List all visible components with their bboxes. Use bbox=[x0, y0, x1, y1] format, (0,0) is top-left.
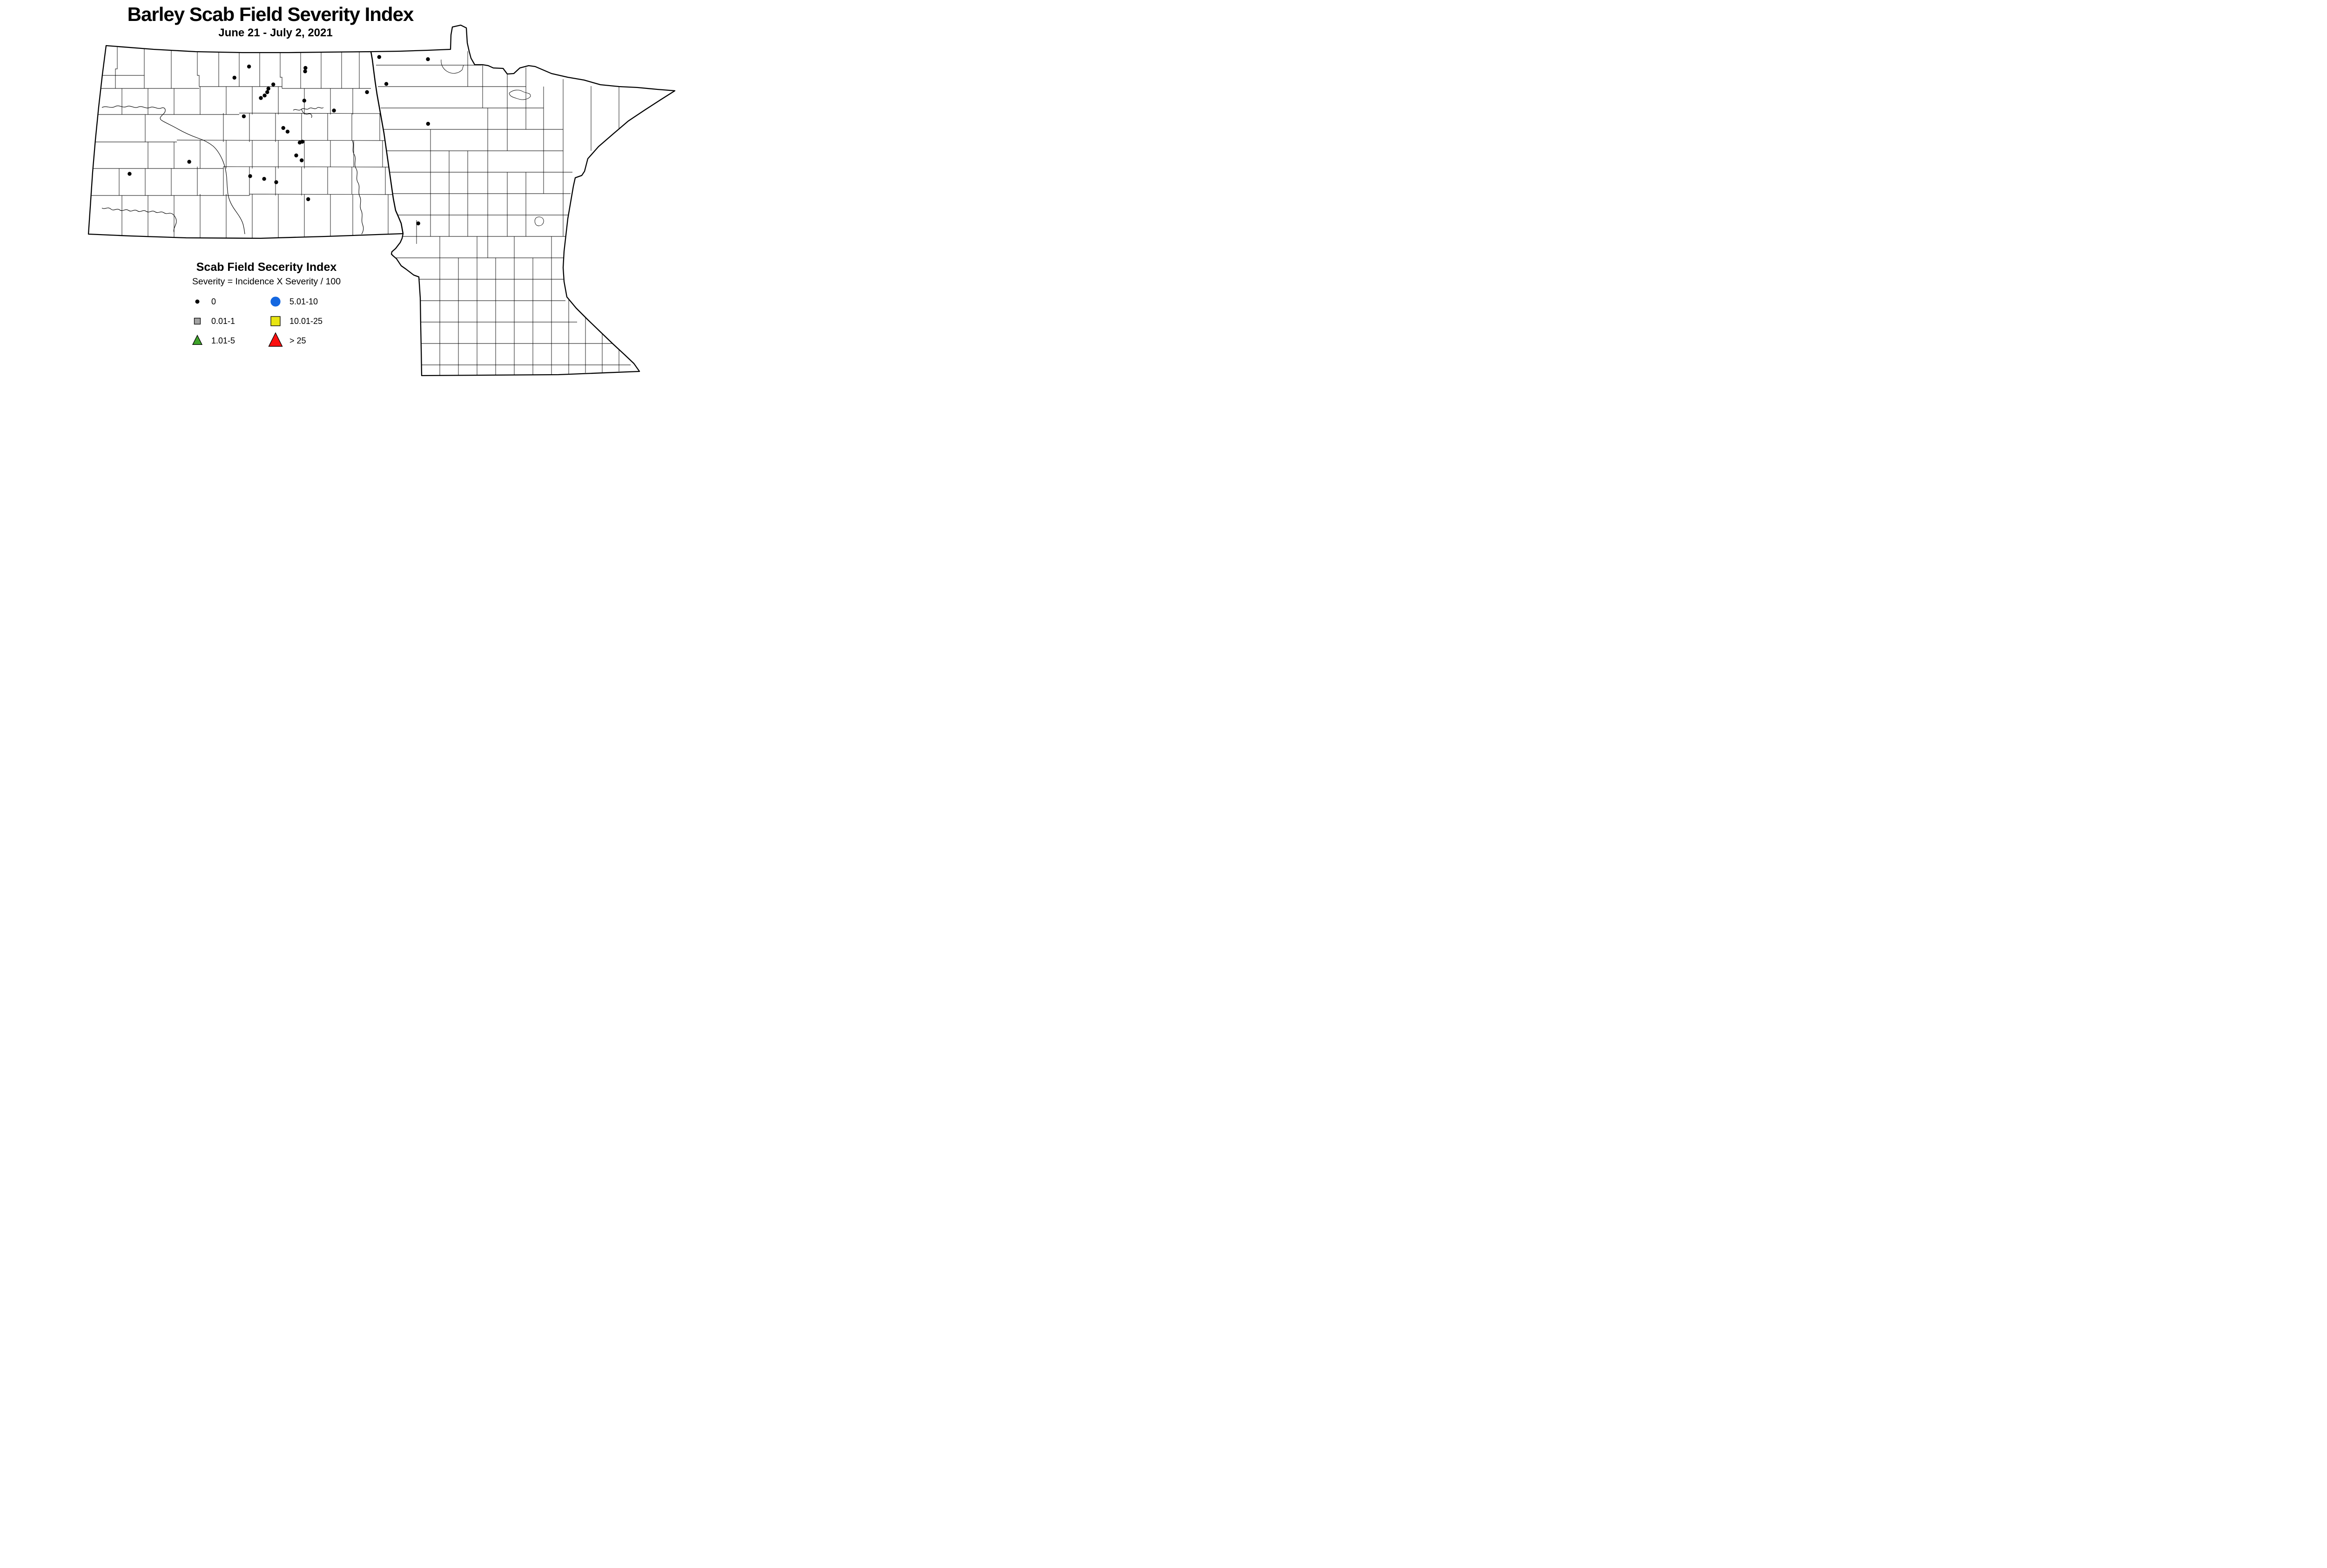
survey-point-dot bbox=[306, 197, 310, 202]
survey-point-dot bbox=[303, 69, 307, 74]
minnesota-county-lines bbox=[376, 51, 631, 376]
legend-label: 10.01-25 bbox=[289, 316, 323, 326]
survey-point-dot bbox=[128, 172, 132, 176]
legend-formula: Severity = Incidence X Severity / 100 bbox=[192, 276, 341, 287]
legend-label: > 25 bbox=[289, 336, 306, 345]
legend-label: 5.01-10 bbox=[289, 296, 318, 306]
legend-marker-circle-icon bbox=[270, 296, 281, 307]
page: Barley Scab Field Severity Index June 21… bbox=[0, 0, 730, 381]
legend-marker bbox=[189, 331, 206, 350]
legend: Scab Field Secerity Index Severity = Inc… bbox=[186, 261, 354, 350]
legend-marker-triangle-icon bbox=[268, 332, 283, 347]
legend-marker-triangle-icon bbox=[192, 334, 203, 345]
legend-marker-square-icon bbox=[194, 317, 201, 325]
survey-point-dot bbox=[294, 153, 298, 158]
legend-label: 0.01-1 bbox=[211, 316, 235, 326]
legend-item--25: > 25 bbox=[267, 331, 354, 350]
survey-point-dot bbox=[262, 94, 267, 98]
survey-point-dot bbox=[242, 114, 246, 119]
legend-item-1-01-5: 1.01-5 bbox=[189, 331, 267, 350]
map-canvas bbox=[87, 24, 676, 377]
survey-point-dot bbox=[232, 75, 236, 80]
north-dakota-water-lines bbox=[101, 105, 364, 235]
legend-marker-dot-icon bbox=[195, 299, 200, 304]
north-dakota-county-lines bbox=[91, 47, 395, 238]
survey-points-layer bbox=[128, 55, 430, 226]
survey-point-dot bbox=[247, 64, 251, 69]
survey-point-dot bbox=[285, 129, 290, 134]
legend-items: 0 0.01-1 1.01-5 5.01-10 10.01-25 > 25 bbox=[186, 292, 354, 350]
survey-point-dot bbox=[365, 90, 369, 94]
survey-point-dot bbox=[384, 82, 389, 86]
minnesota-outline bbox=[370, 24, 676, 377]
legend-label: 1.01-5 bbox=[211, 336, 235, 345]
legend-item-5-01-10: 5.01-10 bbox=[267, 292, 354, 311]
survey-point-dot bbox=[416, 221, 420, 226]
survey-point-dot bbox=[300, 158, 304, 162]
survey-point-dot bbox=[266, 87, 270, 91]
survey-point-dot bbox=[274, 180, 278, 184]
legend-marker bbox=[189, 312, 206, 330]
legend-marker bbox=[189, 292, 206, 311]
survey-point-dot bbox=[262, 177, 266, 181]
survey-point-dot bbox=[281, 126, 285, 130]
survey-point-dot bbox=[265, 90, 269, 94]
legend-marker bbox=[267, 331, 284, 350]
survey-point-dot bbox=[248, 174, 252, 178]
legend-marker-square-icon bbox=[270, 316, 281, 326]
legend-marker bbox=[267, 292, 284, 311]
survey-point-dot bbox=[302, 99, 306, 103]
legend-marker bbox=[267, 312, 284, 330]
survey-point-dot bbox=[332, 108, 336, 113]
legend-item-0-01-1: 0.01-1 bbox=[189, 311, 267, 331]
legend-item-10-01-25: 10.01-25 bbox=[267, 311, 354, 331]
legend-title: Scab Field Secerity Index bbox=[196, 261, 337, 274]
survey-point-dot bbox=[271, 82, 276, 87]
survey-point-dot bbox=[300, 140, 304, 144]
survey-point-dot bbox=[187, 160, 191, 164]
legend-label: 0 bbox=[211, 296, 216, 306]
legend-item-0: 0 bbox=[189, 292, 267, 311]
survey-point-dot bbox=[377, 55, 381, 59]
survey-point-dot bbox=[303, 66, 308, 70]
survey-point-dot bbox=[426, 121, 430, 126]
survey-point-dot bbox=[259, 96, 263, 100]
survey-point-dot bbox=[426, 57, 430, 61]
